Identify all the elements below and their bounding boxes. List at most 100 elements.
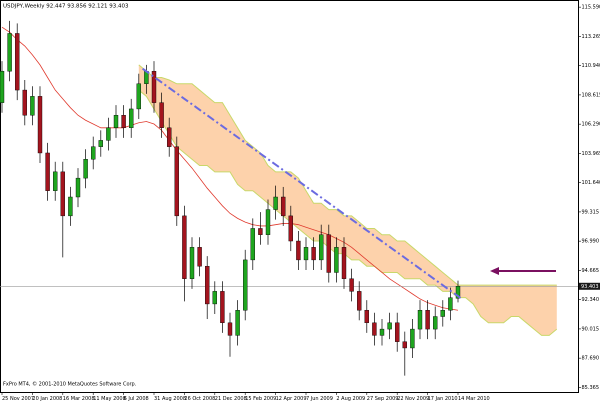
arrow	[490, 267, 556, 275]
x-tick-label: 25 Nov 2007	[2, 396, 34, 402]
candle-body	[151, 70, 157, 103]
candle-body	[235, 310, 240, 336]
chart-title: USDJPY,Weekly 92.447 93.856 92.121 93.40…	[3, 4, 129, 10]
x-tick-label: 2 Aug 2009	[336, 396, 365, 402]
candle-body	[288, 215, 293, 242]
y-tick-label: 90.015	[582, 326, 600, 332]
x-tick-label: 20 Jan 2008	[32, 396, 62, 402]
candle-body	[440, 310, 445, 317]
x-tick-label: 17 Jan 2010	[428, 396, 458, 402]
x-tick-label: 6 Jul 2008	[124, 396, 149, 402]
candle-body	[90, 146, 96, 160]
candle-body	[7, 33, 12, 72]
candle-body	[106, 127, 111, 141]
x-tick-label: 22 Nov 2009	[397, 396, 429, 402]
candle-body	[334, 247, 339, 273]
candle-body	[212, 291, 218, 305]
candle-body	[98, 140, 104, 147]
candle-body	[410, 328, 415, 349]
arrow-head	[490, 267, 499, 275]
x-tick-label: 12 Apr 2009	[276, 396, 307, 402]
candle-body	[265, 209, 271, 235]
candle-body	[433, 316, 438, 330]
candle-body	[349, 278, 354, 292]
x-tick-label: 21 Dec 2008	[215, 396, 247, 402]
candle-body	[425, 310, 430, 330]
x-tick-label: 14 Mar 2010	[458, 396, 490, 402]
moving-average	[1, 26, 459, 311]
y-tick-label: 108.615	[582, 92, 600, 98]
x-tick-label: 16 Mar 2008	[63, 396, 95, 402]
candle-body	[326, 234, 331, 273]
x-tick-label: 15 Feb 2009	[245, 396, 276, 402]
candle-body	[258, 228, 263, 235]
candle-body	[174, 146, 180, 217]
candle-body	[60, 171, 65, 217]
y-tick-label: 115.590	[582, 5, 600, 11]
candle-body	[45, 152, 50, 191]
y-tick-label: 92.340	[582, 297, 600, 303]
y-tick-label: 101.640	[582, 180, 600, 186]
candle-body	[311, 247, 316, 261]
candle-body	[395, 322, 400, 342]
y-tick-label: 94.665	[582, 268, 600, 274]
candle-body	[113, 115, 119, 129]
candle-body	[121, 115, 126, 129]
candle-body	[417, 310, 423, 330]
candle-body	[189, 247, 195, 279]
cloud-bottom-edge	[138, 89, 558, 336]
candle-body	[128, 108, 134, 129]
candle-body	[372, 322, 377, 336]
candle-body	[296, 240, 301, 261]
last-price-label: 93.403	[581, 284, 599, 290]
candle-body	[22, 89, 27, 116]
x-tick-label: 7 Jun 2009	[306, 396, 333, 402]
x-tick-label: 31 Aug 2008	[154, 396, 186, 402]
candle-body	[357, 291, 362, 311]
candle-body	[53, 171, 58, 191]
candle-body	[227, 322, 233, 336]
candle-body	[159, 102, 164, 129]
y-tick-label: 96.990	[582, 239, 600, 245]
trendline	[142, 67, 463, 300]
candle-body	[204, 265, 210, 305]
candle-body	[220, 291, 225, 324]
candle-body	[448, 297, 453, 311]
candle-body	[30, 96, 35, 116]
y-tick-label: 85.365	[582, 385, 600, 391]
y-tick-label: 99.315	[582, 209, 600, 215]
last-price-box	[579, 282, 600, 290]
candle-body	[387, 322, 392, 330]
y-tick-label: 106.290	[582, 122, 600, 128]
candle-body	[68, 196, 73, 217]
x-tick-label: 11 May 2008	[93, 396, 126, 402]
x-tick-label: 27 Sep 2009	[367, 396, 399, 402]
candle-body	[273, 196, 278, 210]
candle-body	[455, 286, 461, 299]
y-tick-label: 103.965	[582, 151, 600, 157]
candle-body	[242, 259, 248, 311]
candle-body	[319, 234, 324, 261]
candle-body	[364, 310, 369, 324]
candle-body	[37, 96, 43, 154]
y-tick-label: 110.940	[582, 63, 600, 69]
y-tick-label: 113.265	[582, 34, 600, 40]
candle-body	[75, 177, 81, 198]
candle-body	[250, 228, 256, 261]
candle-body	[166, 127, 172, 147]
candle-body	[83, 159, 88, 179]
candle-body	[341, 247, 347, 279]
x-tick-label: 26 Oct 2008	[184, 396, 215, 402]
candle-body	[136, 83, 142, 110]
footer: FxPro MT4, © 2001-2010 MetaQuotes Softwa…	[3, 381, 137, 388]
cloud	[138, 64, 557, 336]
candle-body	[14, 33, 20, 91]
candle-body	[402, 341, 407, 349]
candle-body	[303, 247, 309, 261]
y-tick-label: 87.690	[582, 356, 600, 362]
candle-body	[281, 196, 286, 217]
candle-body	[182, 215, 187, 279]
candle-body	[379, 328, 385, 336]
candle-body	[197, 247, 202, 267]
